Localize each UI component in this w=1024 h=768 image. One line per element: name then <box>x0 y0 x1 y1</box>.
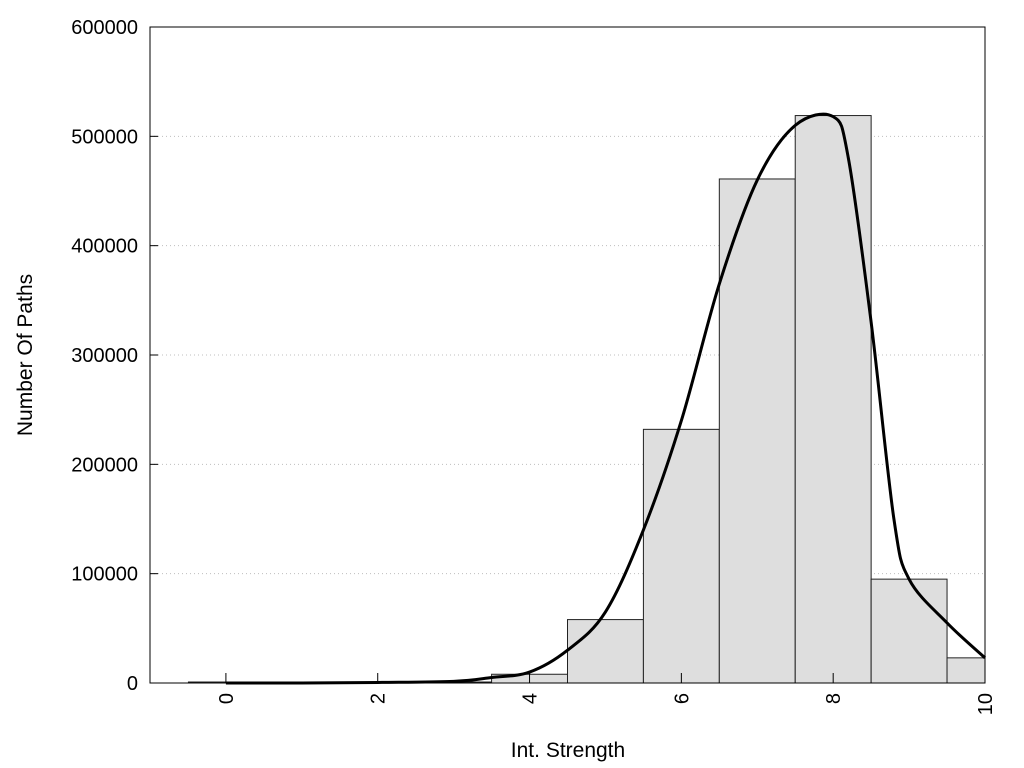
y-tick-label-0: 0 <box>127 673 138 695</box>
y-tick-label-3: 300000 <box>71 345 138 367</box>
histogram-bar-9 <box>870 578 948 684</box>
y-tick-label-5: 500000 <box>71 126 138 148</box>
y-tick-label-6: 600000 <box>71 17 138 39</box>
histogram-bar-7 <box>718 178 796 684</box>
histogram-bar-6 <box>642 428 720 684</box>
histogram-bar-10 <box>946 657 986 684</box>
y-axis-title: Number Of Paths <box>14 274 37 436</box>
x-tick-label-1: 2 <box>368 693 390 704</box>
density-curve <box>225 112 987 685</box>
x-tick-label-2: 4 <box>520 693 542 704</box>
y-tick-label-4: 400000 <box>71 236 138 258</box>
x-tick-label-3: 6 <box>671 693 693 704</box>
x-axis-ticks: 0 2 4 6 8 10 <box>216 673 997 715</box>
density-curve-layer <box>225 112 987 685</box>
histogram-bar-8 <box>794 115 872 684</box>
histogram-bar-5 <box>567 619 644 684</box>
x-axis-title: Int. Strength <box>511 739 625 762</box>
x-tick-label-0: 0 <box>216 693 238 704</box>
y-tick-label-2: 200000 <box>71 454 138 476</box>
x-tick-label-4: 8 <box>823 693 845 704</box>
y-axis-ticks: 0 100000 200000 300000 400000 500000 600000 <box>71 17 158 695</box>
y-tick-label-1: 100000 <box>71 564 138 586</box>
histogram-bars <box>187 115 986 684</box>
x-tick-label-5: 10 <box>975 693 997 715</box>
